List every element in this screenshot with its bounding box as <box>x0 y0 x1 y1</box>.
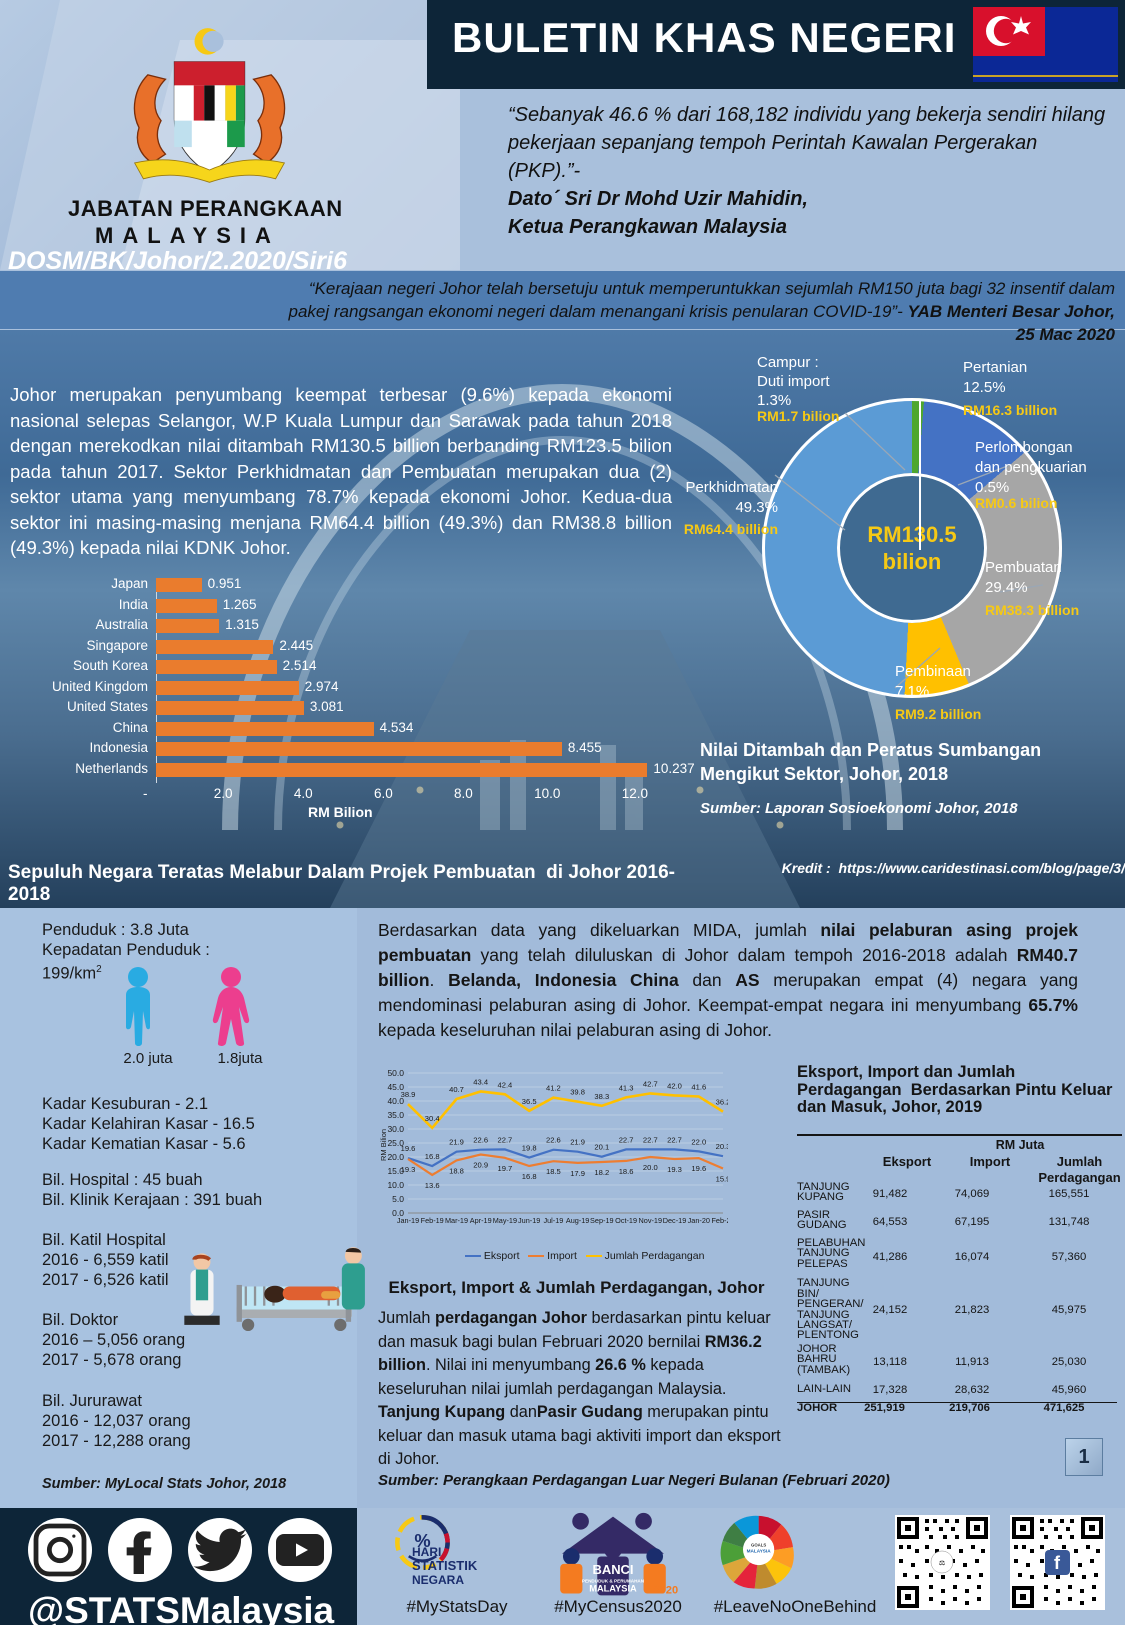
svg-text:22.7: 22.7 <box>667 1135 682 1144</box>
svg-text:40.7: 40.7 <box>449 1085 464 1094</box>
svg-text:13.6: 13.6 <box>425 1181 440 1190</box>
svg-text:19.6: 19.6 <box>691 1164 706 1173</box>
svg-text:22.6: 22.6 <box>546 1136 561 1145</box>
svg-text:PENDUDUK & PERUMAHAN: PENDUDUK & PERUMAHAN <box>582 1578 645 1583</box>
svg-text:10.0: 10.0 <box>387 1180 404 1190</box>
svg-text:22.7: 22.7 <box>498 1135 513 1144</box>
svg-text:30.4: 30.4 <box>425 1114 440 1123</box>
svg-text:19.8: 19.8 <box>522 1144 537 1153</box>
svg-text:Jan-19: Jan-19 <box>397 1216 419 1225</box>
svg-text:Dec-19: Dec-19 <box>663 1216 687 1225</box>
svg-text:22.7: 22.7 <box>619 1135 634 1144</box>
svg-text:22.6: 22.6 <box>473 1136 488 1145</box>
svg-text:Nov-19: Nov-19 <box>639 1216 663 1225</box>
svg-text:38.3: 38.3 <box>594 1092 609 1101</box>
svg-text:22.7: 22.7 <box>643 1135 658 1144</box>
svg-text:5.0: 5.0 <box>392 1194 404 1204</box>
svg-text:Jul-19: Jul-19 <box>543 1216 563 1225</box>
svg-text:Aug-19: Aug-19 <box>566 1216 590 1225</box>
svg-text:19.6: 19.6 <box>401 1144 416 1153</box>
svg-text:42.4: 42.4 <box>498 1080 513 1089</box>
svg-text:36.2: 36.2 <box>716 1098 728 1107</box>
svg-text:Feb-20: Feb-20 <box>711 1216 728 1225</box>
svg-text:MALAYSIA: MALAYSIA <box>589 1584 637 1594</box>
svg-text:36.5: 36.5 <box>522 1097 537 1106</box>
svg-text:19.3: 19.3 <box>667 1165 682 1174</box>
svg-text:BANCI: BANCI <box>592 1562 633 1577</box>
svg-text:20.0: 20.0 <box>387 1152 404 1162</box>
svg-text:⚖: ⚖ <box>939 1559 945 1567</box>
svg-text:16.8: 16.8 <box>522 1172 537 1181</box>
svg-text:42.7: 42.7 <box>643 1079 658 1088</box>
svg-text:Mar-19: Mar-19 <box>445 1216 468 1225</box>
svg-text:16.8: 16.8 <box>425 1152 440 1161</box>
svg-text:RM Bilion: RM Bilion <box>379 1129 388 1161</box>
svg-text:Oct-19: Oct-19 <box>615 1216 637 1225</box>
svg-text:21.9: 21.9 <box>570 1138 585 1147</box>
svg-text:2020: 2020 <box>653 1585 678 1597</box>
svg-text:30.0: 30.0 <box>387 1124 404 1134</box>
svg-text:Feb-19: Feb-19 <box>421 1216 444 1225</box>
svg-text:19.7: 19.7 <box>498 1164 513 1173</box>
svg-text:MALAYSIA: MALAYSIA <box>747 1549 772 1554</box>
svg-text:38.9: 38.9 <box>401 1090 416 1099</box>
svg-text:f: f <box>1054 1553 1061 1573</box>
svg-text:18.5: 18.5 <box>546 1167 561 1176</box>
svg-text:21.9: 21.9 <box>449 1138 464 1147</box>
svg-text:18.8: 18.8 <box>449 1166 464 1175</box>
svg-text:20.0: 20.0 <box>643 1163 658 1172</box>
svg-text:20.1: 20.1 <box>594 1143 609 1152</box>
svg-text:39.8: 39.8 <box>570 1088 585 1097</box>
svg-text:Sep-19: Sep-19 <box>590 1216 614 1225</box>
svg-text:17.9: 17.9 <box>570 1169 585 1178</box>
svg-text:Jun-19: Jun-19 <box>518 1216 540 1225</box>
svg-text:20.9: 20.9 <box>473 1161 488 1170</box>
svg-text:22.0: 22.0 <box>691 1137 706 1146</box>
svg-text:18.2: 18.2 <box>594 1168 609 1177</box>
svg-text:May-19: May-19 <box>493 1216 517 1225</box>
svg-text:35.0: 35.0 <box>387 1110 404 1120</box>
svg-text:15.9: 15.9 <box>716 1175 728 1184</box>
svg-text:19.3: 19.3 <box>401 1165 416 1174</box>
svg-text:41.3: 41.3 <box>619 1083 634 1092</box>
svg-text:43.4: 43.4 <box>473 1078 488 1087</box>
svg-text:20.3: 20.3 <box>716 1142 728 1151</box>
svg-text:Apr-19: Apr-19 <box>470 1216 492 1225</box>
svg-text:Jan-20: Jan-20 <box>688 1216 710 1225</box>
svg-text:41.2: 41.2 <box>546 1084 561 1093</box>
svg-text:41.6: 41.6 <box>691 1083 706 1092</box>
svg-text:50.0: 50.0 <box>387 1068 404 1078</box>
svg-text:GOALS: GOALS <box>751 1542 766 1547</box>
svg-text:42.0: 42.0 <box>667 1081 682 1090</box>
svg-text:18.6: 18.6 <box>619 1167 634 1176</box>
